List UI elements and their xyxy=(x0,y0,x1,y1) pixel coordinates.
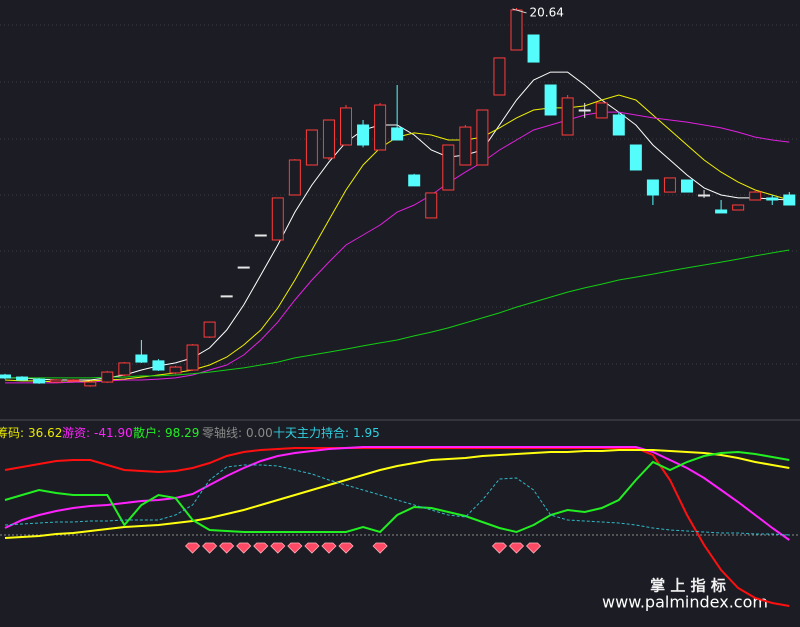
candle-body xyxy=(374,104,387,151)
candle-body xyxy=(663,177,676,193)
candle-body xyxy=(340,107,352,146)
legend-value: 36.62 xyxy=(28,426,62,440)
signal-gem xyxy=(219,542,235,554)
candle-body xyxy=(459,126,472,166)
signal-gem xyxy=(236,542,252,554)
legend-item: 十天主力持合: 1.95 xyxy=(273,425,380,440)
candle-body xyxy=(118,362,131,376)
candle-body xyxy=(16,376,29,381)
candle-body xyxy=(408,174,421,187)
candle-body xyxy=(33,378,46,384)
candle-body xyxy=(698,194,711,197)
candle-body xyxy=(646,179,659,196)
candle-body xyxy=(595,102,608,119)
legend-name: 筹码: xyxy=(0,426,24,440)
series-line xyxy=(5,111,790,384)
candle-body xyxy=(493,57,506,96)
signal-gem xyxy=(491,542,508,554)
candle-body xyxy=(67,379,80,382)
candle-body xyxy=(0,374,11,379)
legend-item: 零轴线: 0.00 xyxy=(202,425,273,440)
candle-body xyxy=(254,234,267,237)
candle-body xyxy=(783,194,796,206)
legend-item: 散户: 98.29 xyxy=(133,425,199,440)
signal-gem xyxy=(253,542,269,554)
signal-gem xyxy=(321,542,337,554)
candle-body xyxy=(749,191,762,201)
signal-gem xyxy=(304,542,320,554)
peak-label: 20.64 xyxy=(530,5,564,19)
candle-body xyxy=(391,127,404,141)
signal-gem xyxy=(508,542,525,554)
series-line xyxy=(4,464,790,536)
candle-body xyxy=(527,34,540,63)
series-line xyxy=(4,446,790,541)
candle-body xyxy=(84,381,97,387)
candle-body xyxy=(357,124,370,146)
legend-name: 零轴线: xyxy=(202,425,242,440)
candle-body xyxy=(203,321,216,338)
legend-value: 1.95 xyxy=(353,426,380,440)
signal-gem xyxy=(338,542,354,554)
candle-body xyxy=(152,360,165,371)
signal-gem xyxy=(287,542,303,554)
candle-body xyxy=(766,197,779,201)
signal-gem xyxy=(184,542,201,554)
legend-name: 游资: xyxy=(62,426,90,440)
candle-body xyxy=(425,192,438,219)
watermark-url: www.palmindex.com xyxy=(602,593,768,612)
legend-value: -41.90 xyxy=(94,426,133,440)
candle-body xyxy=(442,144,455,191)
candle-body xyxy=(578,109,591,112)
candle-body xyxy=(561,97,574,136)
candle-body xyxy=(50,379,63,383)
candle-body xyxy=(169,366,182,374)
candle-body xyxy=(715,209,728,214)
legend-item: 筹码: 36.62 xyxy=(0,426,62,440)
candle-body xyxy=(271,197,284,241)
signal-gem xyxy=(525,542,542,554)
candle-body xyxy=(612,114,625,136)
legend-name: 十天主力持合: xyxy=(273,425,349,440)
candle-body xyxy=(186,344,199,371)
watermark-title: 掌 上 指 标 xyxy=(650,577,726,595)
legend-value: 98.29 xyxy=(165,426,199,440)
candle-body xyxy=(288,159,301,196)
legend-item: 游资: -41.90 xyxy=(62,426,133,440)
legend-name: 散户: xyxy=(133,425,161,440)
candle-body xyxy=(220,295,233,298)
candle-body xyxy=(305,129,318,166)
candle-body xyxy=(476,109,489,166)
signal-gem xyxy=(270,542,286,554)
peak-pointer xyxy=(512,8,527,14)
candle-body xyxy=(629,144,642,171)
panel-grid xyxy=(0,24,800,421)
candle-body xyxy=(510,9,523,51)
candle-body xyxy=(732,204,745,211)
candle-body xyxy=(237,266,250,269)
signal-gem xyxy=(372,542,388,554)
series-line xyxy=(5,249,790,379)
candle-body xyxy=(681,179,693,193)
candle-body xyxy=(544,84,557,116)
candle-body xyxy=(101,371,114,383)
series-line xyxy=(4,449,790,539)
signal-gem xyxy=(202,542,218,554)
legend-value: 0.00 xyxy=(246,426,273,440)
series-line xyxy=(4,450,790,534)
candle-body xyxy=(322,119,335,159)
candle-body xyxy=(135,354,148,363)
